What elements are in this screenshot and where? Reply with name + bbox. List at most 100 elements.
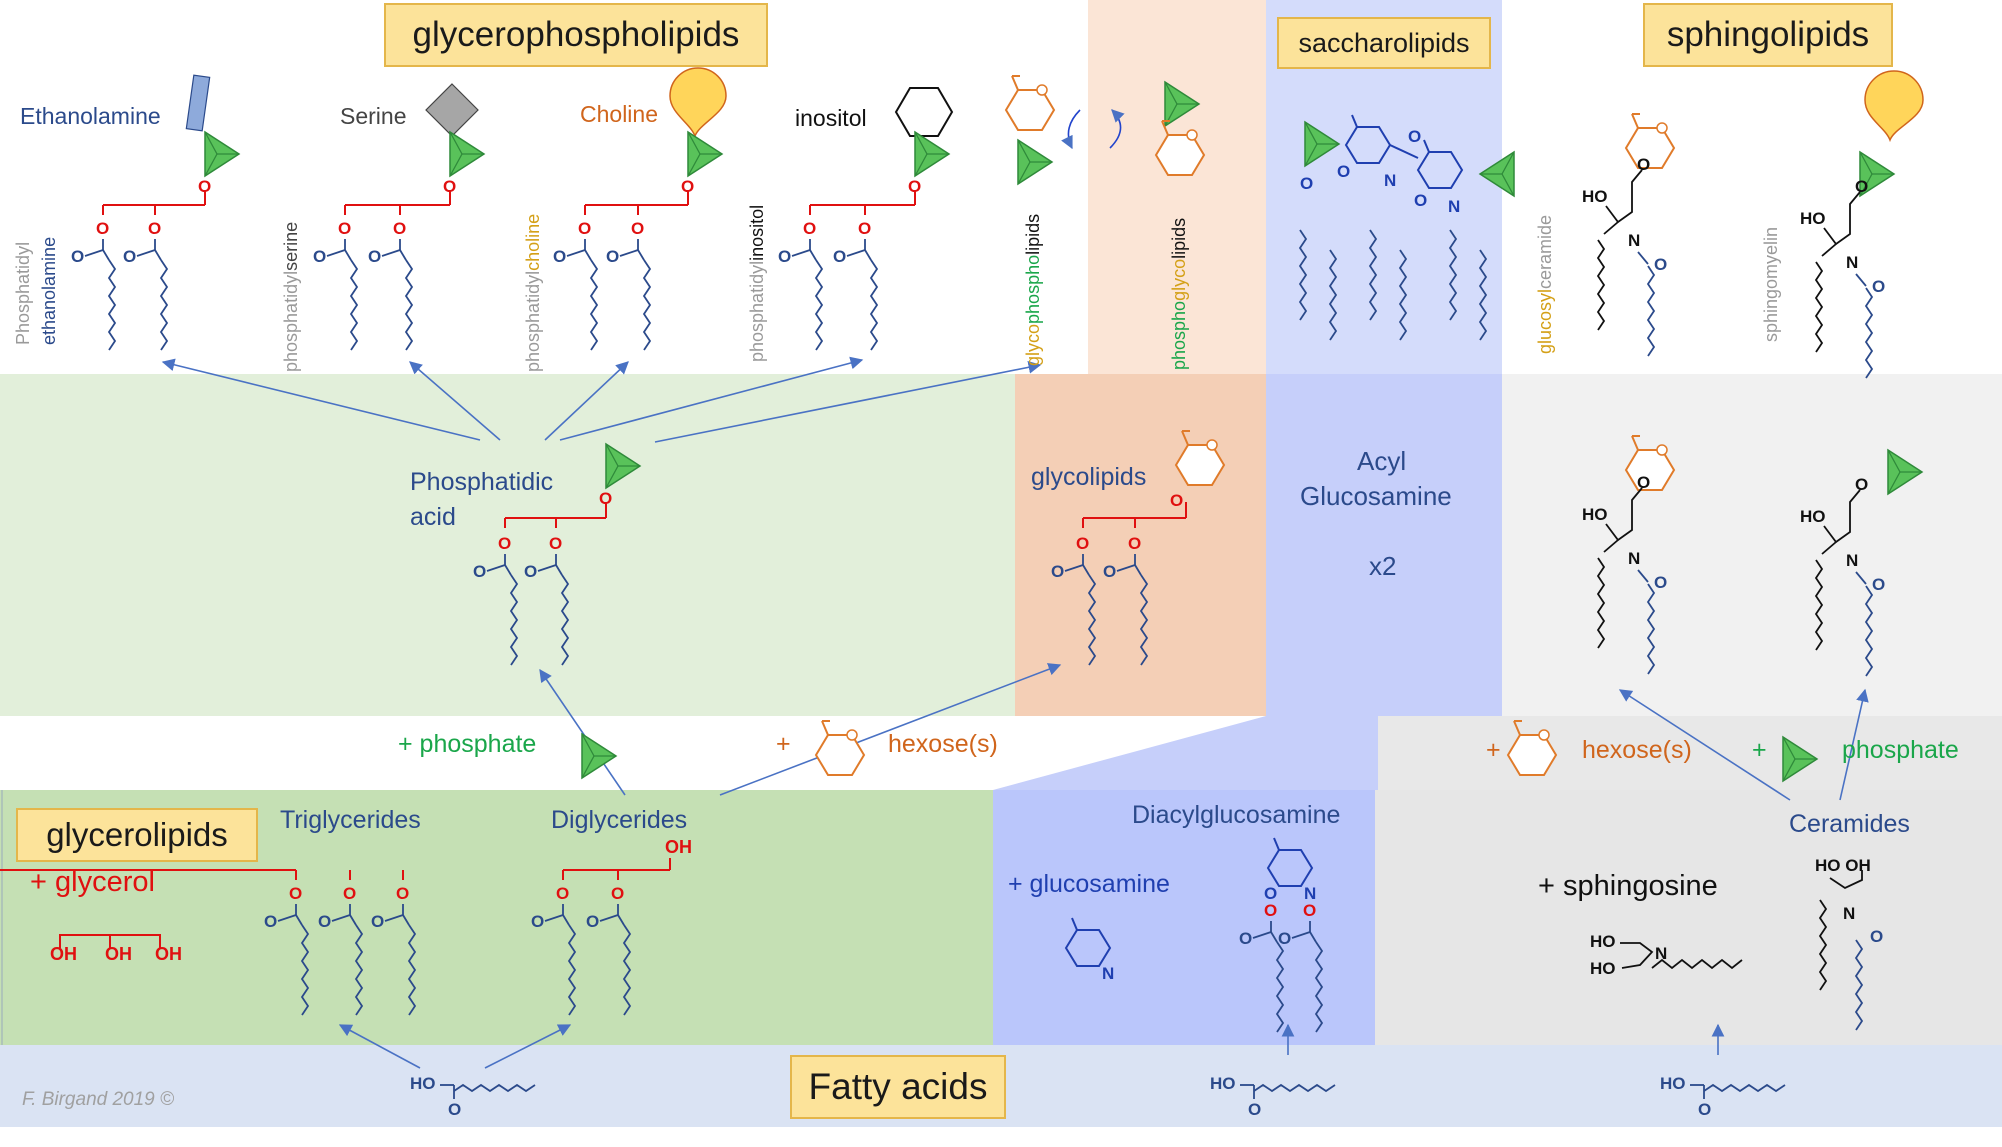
ester-oxygen: O [148, 219, 162, 238]
ethanolamine-headgroup [185, 74, 211, 132]
hydroxyl-label: HO [1800, 209, 1826, 228]
plus-sphingosine-label: + sphingosine [1538, 870, 1718, 902]
amide-nitrogen: N [1846, 551, 1859, 570]
ester-oxygen: O [611, 884, 625, 903]
structure-line [791, 249, 811, 257]
carbonyl-oxygen: O [553, 247, 567, 266]
glycolipids-label: glycolipids [1031, 463, 1147, 491]
plus-glycerol-label: + glycerol [30, 866, 155, 898]
carbonyl-oxygen: O [371, 912, 385, 931]
structure-line [1603, 539, 1619, 553]
pe-name-2: ethanolamine [39, 236, 59, 345]
carbonyl-oxygen: O [524, 562, 538, 581]
hydroxyl-label: HO [410, 1074, 436, 1093]
structure-line [1270, 931, 1278, 943]
ester-oxygen: O [631, 219, 645, 238]
fatty-chain [108, 259, 116, 351]
choline-label: Choline [580, 101, 658, 127]
sphingosine-backbone [1620, 942, 1654, 969]
pi-name: phosphatidylinositol [747, 204, 767, 362]
carbonyl-oxygen: O [606, 247, 620, 266]
pathway-arrows [161, 356, 1869, 1069]
carbonyl-oxygen: O [778, 247, 792, 266]
ring-nitrogen: N [1448, 197, 1461, 216]
glycerophospholipids-title: glycerophospholipids [384, 3, 768, 67]
pc-name: phosphatidylcholine [523, 213, 543, 372]
sphingoid-chain [1597, 239, 1605, 331]
diglycerides-label: Diglycerides [551, 806, 688, 834]
equilibrium-arrows [1061, 109, 1125, 150]
ring-nitrogen: N [1384, 171, 1397, 190]
amine-nitrogen: N [1655, 944, 1668, 963]
glycophospholipids-name: glycophospholipids [1023, 213, 1043, 366]
sphingoid-backbone [1605, 487, 1643, 542]
carbonyl-oxygen: O [1051, 562, 1065, 581]
acyl-glucosamine-x2: x2 [1369, 551, 1397, 581]
sphingolipid-band [1502, 374, 2002, 716]
structure-line [537, 564, 557, 572]
ceramide-band [1375, 790, 2002, 1045]
structure-line [344, 249, 352, 261]
carbonyl-oxygen: O [71, 247, 85, 266]
phosphate-oxygen: O [198, 177, 212, 196]
structure-line [1637, 251, 1649, 265]
ps-name: phosphatidylserine [281, 221, 301, 372]
structure-line [1291, 931, 1311, 939]
ester-oxygen: O [556, 884, 570, 903]
plus-hexose-sign-2: + [1486, 736, 1501, 764]
carbonyl-oxygen: O [313, 247, 327, 266]
glucose-ring [1005, 75, 1055, 131]
glycosidic-oxygen: O [1408, 127, 1422, 146]
serine-label: Serine [340, 103, 407, 129]
hydroxyl-label: OH [50, 944, 77, 964]
fatty-chain [870, 259, 878, 351]
plus-glucosamine-label: + glucosamine [1008, 870, 1170, 898]
phosphate-group [687, 131, 723, 177]
structure-line [1116, 564, 1136, 572]
sphingomyelin-choline-headgroup [1864, 70, 1924, 143]
amide-oxygen: O [1654, 573, 1668, 592]
glycerophospholipid-band [0, 374, 1015, 716]
phosphate-group [449, 131, 485, 177]
acyl-glucosamine-label-2: Glucosamine [1300, 481, 1452, 511]
ring-nitrogen: N [1304, 884, 1317, 903]
ceramides-label: Ceramides [1789, 810, 1910, 838]
serine-headgroup [425, 83, 479, 137]
ester-oxygen: O [338, 219, 352, 238]
ring-oxygen: O [1414, 191, 1428, 210]
amide-oxygen: O [1870, 927, 1884, 946]
structure-line [504, 564, 512, 576]
amide-oxygen: O [1872, 277, 1886, 296]
structure-line [154, 249, 162, 261]
carbonyl-oxygen: O [1278, 929, 1292, 948]
ester-oxygen: O [343, 884, 357, 903]
ester-oxygen: O [549, 534, 563, 553]
hydroxyl-label: OH [105, 944, 132, 964]
ester-oxygen: O [1076, 534, 1090, 553]
carbonyl-oxygen: O [833, 247, 847, 266]
ester-oxygen: O [1128, 534, 1142, 553]
phosphatidic-acid-label-2: acid [410, 503, 456, 531]
structure-line [384, 914, 404, 922]
fatty-acids-title: Fatty acids [790, 1055, 1006, 1119]
structure-line [599, 914, 619, 922]
sphingoid-backbone [1829, 870, 1863, 890]
structure-line [486, 564, 506, 572]
carbonyl-oxygen: O [1698, 1100, 1712, 1119]
fatty-chain [815, 259, 823, 351]
ethanolamine-label: Ethanolamine [20, 103, 161, 129]
structure-line [1855, 571, 1867, 585]
structure-line [864, 249, 872, 261]
ester-oxygen: O [1264, 901, 1278, 920]
glycerolipids-title: glycerolipids [16, 808, 258, 862]
hydroxyl-label: OH [665, 837, 692, 857]
glycosidic-oxygen: O [1170, 491, 1184, 510]
phosphatidic-acid-label-1: Phosphatidic [410, 468, 554, 496]
carbonyl-oxygen: O [531, 912, 545, 931]
sphingoid-chain [1815, 261, 1823, 353]
structure-line [1821, 243, 1837, 257]
fatty-chain [590, 259, 598, 351]
structure-line [1064, 564, 1084, 572]
amine-nitrogen: N [1102, 964, 1115, 983]
